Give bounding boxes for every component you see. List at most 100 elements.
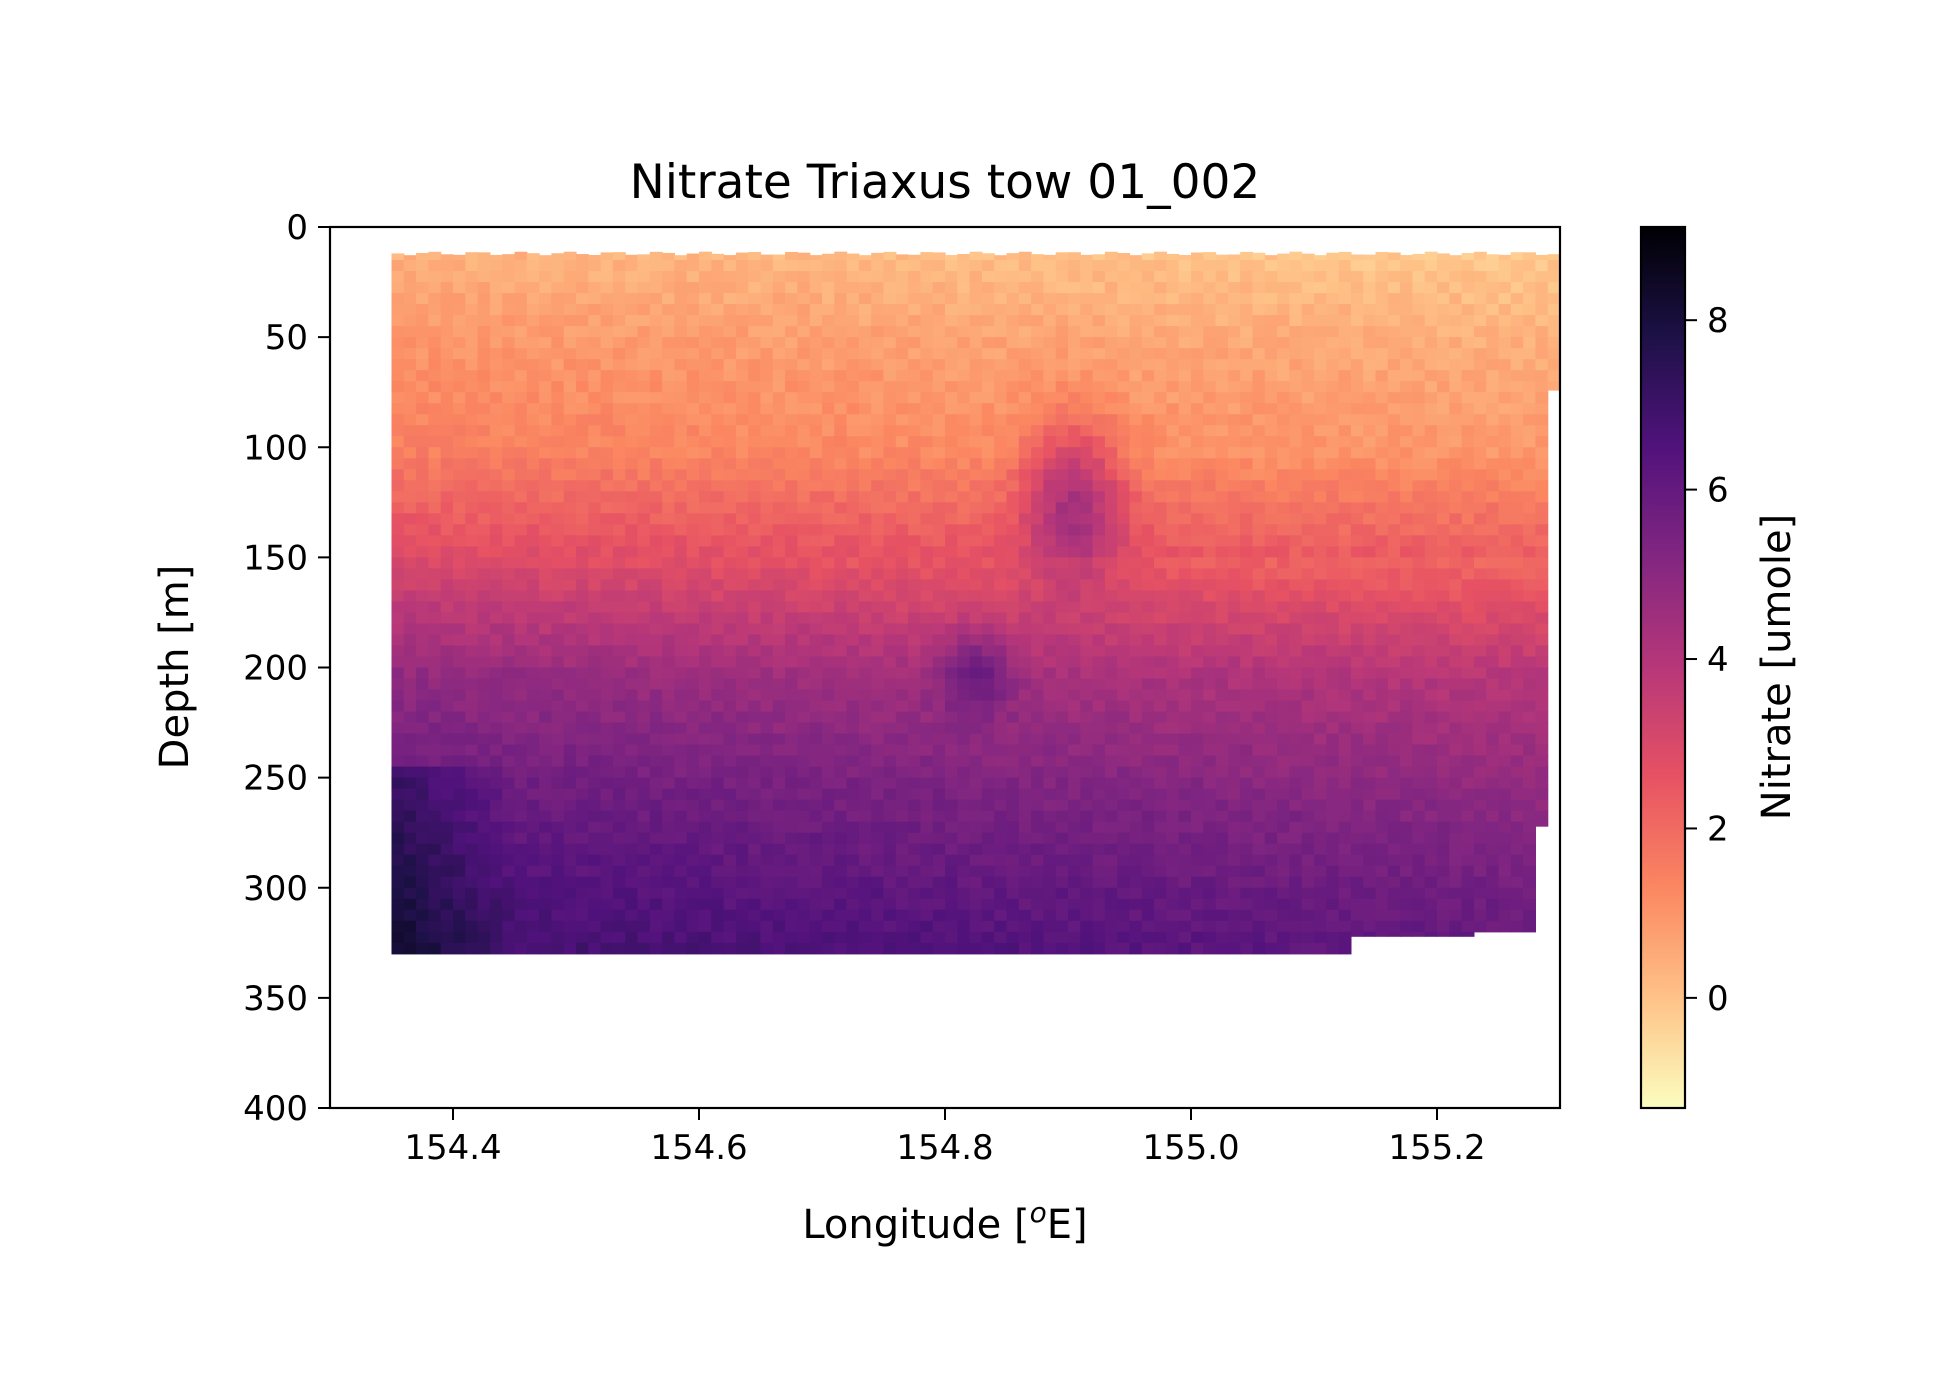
heatmap-cell <box>1104 436 1118 448</box>
heatmap-cell <box>551 942 565 955</box>
heatmap-cell <box>428 887 442 900</box>
heatmap-cell <box>539 381 552 393</box>
heatmap-cell <box>1314 337 1327 349</box>
heatmap-cell <box>465 612 479 625</box>
heatmap-cell <box>428 381 442 393</box>
heatmap-cell <box>440 865 454 878</box>
heatmap-cell <box>883 843 897 856</box>
heatmap-cell <box>981 436 995 448</box>
heatmap-cell <box>1117 590 1131 603</box>
heatmap-cell <box>1080 678 1094 691</box>
heatmap-cell <box>871 623 885 636</box>
heatmap-cell <box>858 755 872 768</box>
heatmap-cell <box>1068 711 1081 724</box>
heatmap-cell <box>1129 447 1143 459</box>
heatmap-cell <box>1154 722 1167 735</box>
heatmap-cell <box>699 656 712 669</box>
heatmap-cell <box>1117 777 1131 790</box>
heatmap-cell <box>945 656 958 669</box>
heatmap-cell <box>1068 271 1081 283</box>
heatmap-cell <box>625 447 639 459</box>
heatmap-cell <box>649 590 663 603</box>
heatmap-cell <box>1068 909 1081 922</box>
heatmap-cell <box>600 821 614 834</box>
heatmap-cell <box>612 252 626 261</box>
heatmap-cell <box>502 832 516 845</box>
heatmap-cell <box>514 854 528 867</box>
heatmap-cell <box>908 381 921 393</box>
heatmap-cell <box>465 370 479 382</box>
heatmap-cell <box>403 887 417 900</box>
heatmap-cell <box>539 414 552 426</box>
heatmap-cell <box>465 832 479 845</box>
heatmap-cell <box>772 513 786 525</box>
heatmap-cell <box>1129 788 1143 801</box>
heatmap-cell <box>1141 535 1155 547</box>
heatmap-cell <box>920 359 934 371</box>
heatmap-cell <box>1068 656 1081 669</box>
heatmap-cell <box>699 513 712 525</box>
heatmap-cell <box>871 590 885 603</box>
heatmap-cell <box>1301 469 1315 481</box>
heatmap-cell <box>797 524 811 536</box>
heatmap-cell <box>785 755 798 768</box>
heatmap-cell <box>1055 645 1069 658</box>
heatmap-cell <box>403 722 417 735</box>
heatmap-cell <box>612 711 626 724</box>
heatmap-cell <box>883 744 897 757</box>
heatmap-cell <box>1178 403 1192 415</box>
heatmap-cell <box>1018 931 1032 944</box>
heatmap-cell <box>514 293 528 305</box>
heatmap-cell <box>797 711 811 724</box>
heatmap-cell <box>502 601 516 614</box>
heatmap-cell <box>920 392 934 404</box>
heatmap-cell <box>649 370 663 382</box>
heatmap-cell <box>1277 843 1290 856</box>
heatmap-cell <box>969 744 983 757</box>
heatmap-cell <box>1018 634 1032 647</box>
heatmap-cell <box>1006 821 1020 834</box>
heatmap-cell <box>489 491 503 503</box>
heatmap-cell <box>883 425 897 437</box>
heatmap-cell <box>1166 403 1180 415</box>
heatmap-cell <box>699 590 712 603</box>
heatmap-cell <box>1264 645 1278 658</box>
heatmap-cell <box>1166 469 1180 481</box>
heatmap-cell <box>1092 766 1106 779</box>
heatmap-cell <box>760 612 774 625</box>
heatmap-cell <box>920 909 934 922</box>
heatmap-cell <box>1203 271 1217 283</box>
heatmap-cell <box>834 931 848 944</box>
heatmap-cell <box>809 931 823 944</box>
heatmap-cell <box>428 315 442 327</box>
heatmap-cell <box>932 546 946 558</box>
heatmap-cell <box>1166 271 1180 283</box>
heatmap-cell <box>1141 942 1155 955</box>
heatmap-cell <box>1104 887 1118 900</box>
heatmap-cell <box>711 282 725 294</box>
heatmap-cell <box>477 898 491 911</box>
heatmap-cell <box>723 766 737 779</box>
heatmap-cell <box>711 513 725 525</box>
heatmap-cell <box>453 546 466 558</box>
heatmap-cell <box>895 733 909 746</box>
heatmap-cell <box>785 942 798 955</box>
heatmap-cell <box>551 535 565 547</box>
heatmap-cell <box>908 513 921 525</box>
heatmap-cell <box>772 766 786 779</box>
heatmap-cell <box>440 766 454 779</box>
heatmap-cell <box>711 535 725 547</box>
heatmap-cell <box>686 546 700 558</box>
heatmap-cell <box>809 733 823 746</box>
heatmap-cell <box>674 502 688 514</box>
heatmap-cell <box>1055 678 1069 691</box>
heatmap-cell <box>403 568 417 580</box>
heatmap-cell <box>686 810 700 823</box>
heatmap-cell <box>1178 436 1192 448</box>
heatmap-cell <box>1055 821 1069 834</box>
heatmap-cell <box>1055 513 1069 525</box>
heatmap-cell <box>477 667 491 680</box>
heatmap-cell <box>895 381 909 393</box>
heatmap-cell <box>1264 436 1278 448</box>
heatmap-cell <box>908 254 921 261</box>
